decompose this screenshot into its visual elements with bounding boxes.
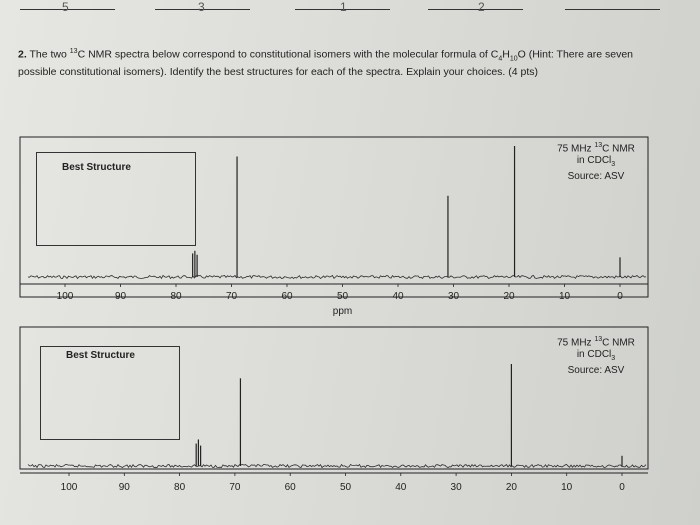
axis-label-ppm: ppm <box>333 306 352 317</box>
question-part-3: (Hint: There are seven possible constitu… <box>18 48 634 78</box>
answer-mark-2: 3 <box>198 0 205 14</box>
question-isotope: 13 <box>69 48 78 55</box>
tick-label: 40 <box>395 482 407 493</box>
formula-c-count: 4 <box>498 55 503 63</box>
question-text: 2. The two 13C NMR spectra below corresp… <box>18 45 658 79</box>
spectrum-2: 100 90 80 70 60 50 40 30 20 10 0 Best Structure 75… <box>18 326 668 501</box>
tick-label: 10 <box>561 482 573 493</box>
formula-h: H <box>502 48 510 61</box>
tick-label: 0 <box>619 482 625 493</box>
spectrum-baseline <box>27 463 647 469</box>
tick-label: 30 <box>451 482 463 493</box>
answer-line-1 <box>20 9 115 10</box>
spectrum-info-1: 75 MHz 13C NMR in CDCl3 Source: ASV <box>546 140 646 183</box>
tick-label: 60 <box>285 482 297 493</box>
spectrum-1-frequency: 75 MHz 13C NMR <box>557 142 635 155</box>
formula-h-count: 10 <box>509 55 518 63</box>
spectrum-2-source: Source: ASV <box>567 365 625 377</box>
tick-label: 50 <box>340 482 352 493</box>
question-part-1: The two <box>29 48 70 61</box>
best-structure-box-2[interactable] <box>40 346 180 440</box>
answer-mark-1: 5 <box>62 0 69 14</box>
tick-label: 50 <box>337 291 349 302</box>
best-structure-label-1: Best Structure <box>62 162 131 173</box>
spectrum-2-solvent: in CDCl3 <box>576 349 616 363</box>
answer-line-3 <box>295 9 390 10</box>
answer-mark-3: 1 <box>340 0 347 14</box>
spectrum-1-source: Source: ASV <box>567 171 625 183</box>
answer-line-2 <box>155 9 250 10</box>
spectrum-info-2: 75 MHz 13C NMR in CDCl3 Source: ASV <box>546 334 646 377</box>
tick-label: 0 <box>617 291 623 302</box>
tick-label: 80 <box>174 482 186 493</box>
formula-o: O <box>517 48 526 61</box>
spectrum-baseline <box>27 274 647 280</box>
answer-line-4 <box>428 9 523 10</box>
question-number: 2. <box>18 48 27 61</box>
tick-label: 20 <box>506 482 518 493</box>
tick-label: 80 <box>170 291 182 302</box>
spectrum-2-frequency: 75 MHz 13C NMR <box>557 336 635 349</box>
tick-label: 90 <box>119 482 131 493</box>
answer-line-5 <box>565 9 660 10</box>
tick-label: 70 <box>229 482 241 493</box>
spectrum-2-plot: 100 90 80 70 60 50 40 30 20 10 0 <box>19 326 649 493</box>
tick-label: 40 <box>392 291 404 302</box>
tick-label: 70 <box>226 291 238 302</box>
answer-mark-4: 2 <box>478 0 485 14</box>
tick-label: 60 <box>281 291 293 302</box>
spectrum-frame <box>19 136 649 298</box>
spectrum-frame <box>19 326 649 470</box>
question-part-2: C NMR spectra below correspond to consti… <box>77 48 499 61</box>
spectrum-1: 100 90 80 70 60 50 40 30 20 10 0 ppm Best Structure… <box>18 136 668 321</box>
tick-label: 100 <box>57 291 74 302</box>
tick-label: 30 <box>448 291 460 302</box>
spectrum-1-solvent: in CDCl3 <box>576 155 616 169</box>
best-structure-box-1[interactable] <box>36 152 196 246</box>
best-structure-label-2: Best Structure <box>66 350 135 361</box>
tick-label: 10 <box>559 291 571 302</box>
tick-label: 100 <box>61 482 78 493</box>
tick-label: 20 <box>503 291 515 302</box>
tick-label: 90 <box>115 291 127 302</box>
